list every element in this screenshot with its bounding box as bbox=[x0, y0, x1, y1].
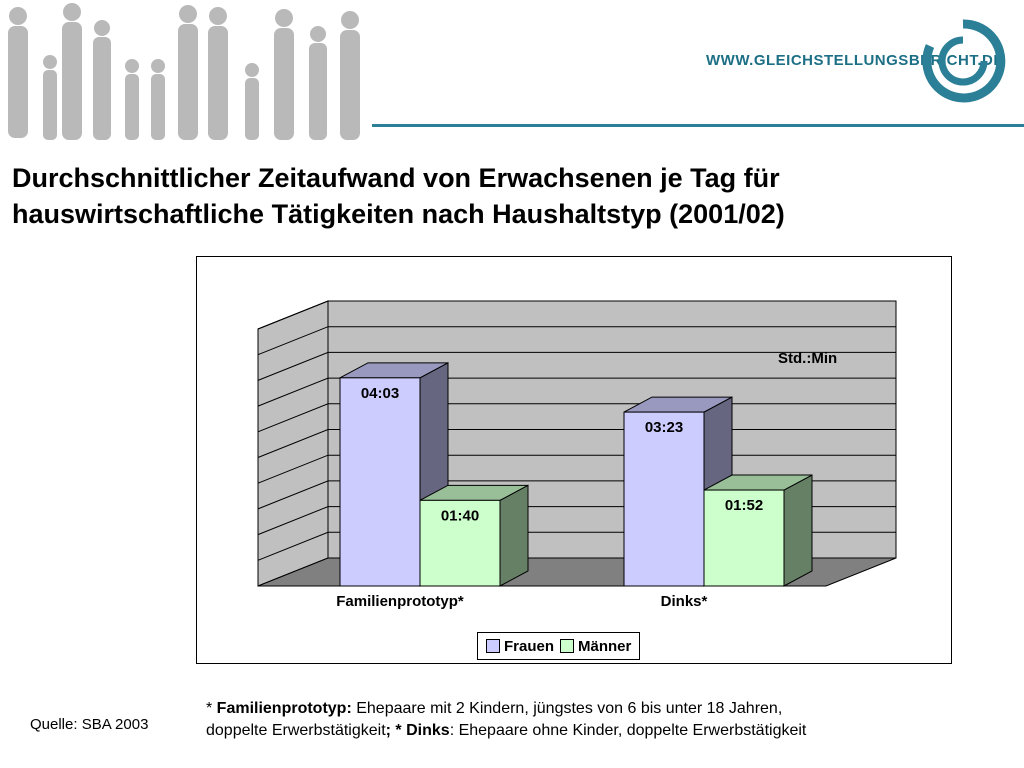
footnote-term-dinks: Dinks bbox=[406, 722, 450, 739]
legend-swatch-maenner bbox=[560, 639, 575, 653]
bar-side bbox=[783, 474, 813, 587]
footnote-separator: ; * bbox=[385, 722, 407, 739]
footnote-prefix: * bbox=[206, 700, 217, 717]
data-label: 03:23 bbox=[645, 419, 683, 436]
footnote-text-1: Ehepaare mit 2 Kindern, jüngstes von 6 b… bbox=[351, 700, 783, 717]
gridline bbox=[257, 326, 896, 356]
gridline bbox=[257, 300, 896, 330]
chart-legend: Frauen Männer bbox=[477, 632, 641, 660]
data-label: 01:52 bbox=[725, 497, 763, 514]
bar-chart: 04:03 01:40 Familienprototyp* 03:23 01:52 Din… bbox=[257, 300, 897, 610]
gridline bbox=[257, 377, 896, 407]
bar-side bbox=[499, 484, 529, 587]
footnote: * Familienprototyp: Ehepaare mit 2 Kinde… bbox=[206, 698, 996, 742]
legend-item-frauen: Frauen bbox=[486, 638, 554, 655]
legend-label-maenner: Männer bbox=[578, 637, 632, 655]
x-tick-label: Dinks* bbox=[661, 593, 708, 610]
x-tick-label: Familienprototyp* bbox=[336, 593, 464, 610]
source-note: Quelle: SBA 2003 bbox=[30, 716, 149, 733]
bar bbox=[339, 377, 421, 587]
bar bbox=[419, 499, 501, 587]
data-label: 01:40 bbox=[441, 507, 479, 524]
bar bbox=[623, 411, 705, 587]
footnote-term-familienprototyp: Familienprototyp: bbox=[216, 700, 352, 717]
gridline bbox=[257, 351, 896, 381]
footnote-text-2: doppelte Erwerbstätigkeit bbox=[206, 722, 386, 739]
page-title: Durchschnittlicher Zeitaufwand von Erwac… bbox=[12, 163, 785, 229]
legend-label-frauen: Frauen bbox=[504, 637, 555, 655]
unit-label: Std.:Min bbox=[778, 350, 838, 367]
family-silhouettes-image bbox=[0, 0, 372, 148]
data-label: 04:03 bbox=[361, 385, 399, 402]
footnote-text-3: : Ehepaare ohne Kinder, doppelte Erwerbs… bbox=[449, 722, 807, 739]
bar bbox=[703, 489, 785, 587]
logo-ring-icon bbox=[922, 19, 1006, 103]
legend-swatch-frauen bbox=[486, 639, 500, 653]
legend-item-maenner: Männer bbox=[560, 638, 631, 655]
header-rule bbox=[372, 124, 1024, 127]
